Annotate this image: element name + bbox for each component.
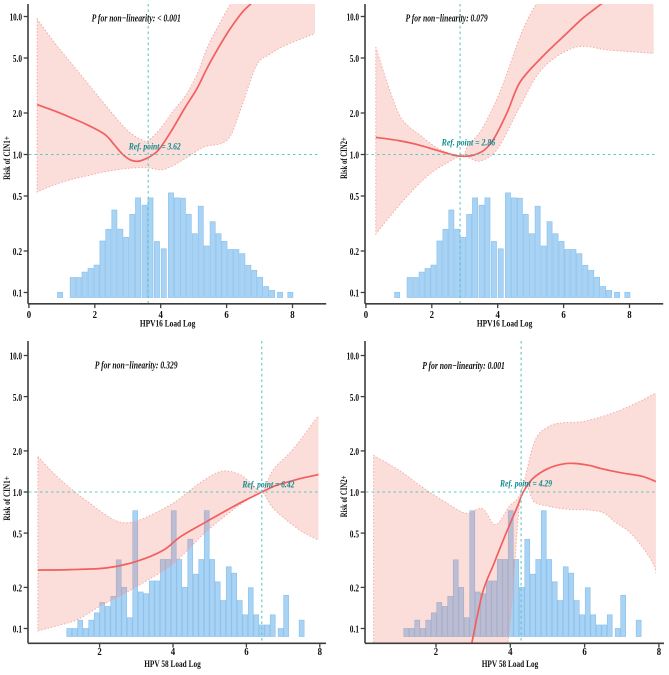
svg-text:4: 4: [496, 310, 500, 321]
svg-text:0.5: 0.5: [13, 192, 22, 203]
svg-text:Risk of CIN1+: Risk of CIN1+: [3, 476, 13, 520]
svg-text:6: 6: [244, 647, 248, 658]
svg-text:1.0: 1.0: [350, 488, 359, 499]
svg-text:P for non−linearity: < 0.001: P for non−linearity: < 0.001: [92, 14, 181, 25]
svg-text:10.0: 10.0: [347, 352, 359, 363]
svg-text:1.0: 1.0: [13, 151, 22, 162]
svg-text:10.0: 10.0: [10, 352, 22, 363]
svg-text:P for non−linearity: 0.079: P for non−linearity: 0.079: [406, 14, 489, 25]
svg-text:0: 0: [364, 310, 368, 321]
svg-text:5.0: 5.0: [350, 54, 359, 65]
svg-text:Ref. point = 3.62: Ref. point = 3.62: [128, 143, 181, 153]
svg-text:2: 2: [97, 647, 101, 658]
svg-text:5.0: 5.0: [350, 393, 359, 404]
svg-text:Ref. point = 6.42: Ref. point = 6.42: [242, 481, 295, 491]
svg-text:0.1: 0.1: [13, 625, 22, 636]
svg-text:2.0: 2.0: [13, 109, 22, 120]
svg-text:8: 8: [318, 647, 322, 658]
svg-text:0.2: 0.2: [350, 584, 359, 595]
svg-text:1.0: 1.0: [13, 488, 22, 499]
svg-text:2: 2: [93, 310, 97, 321]
svg-text:0.2: 0.2: [13, 247, 22, 258]
svg-text:0: 0: [27, 310, 31, 321]
svg-text:2.0: 2.0: [13, 447, 22, 458]
svg-text:5.0: 5.0: [13, 54, 22, 65]
svg-text:P for non−linearity: 0.329: P for non−linearity: 0.329: [95, 360, 178, 371]
svg-text:8: 8: [657, 647, 661, 658]
svg-text:8: 8: [290, 310, 294, 321]
svg-text:0.2: 0.2: [350, 247, 359, 258]
svg-text:0.5: 0.5: [350, 192, 359, 203]
svg-text:Risk of CIN2+: Risk of CIN2+: [340, 137, 350, 179]
svg-text:10.0: 10.0: [10, 13, 22, 24]
svg-text:0.1: 0.1: [350, 289, 359, 300]
svg-text:4: 4: [508, 647, 512, 658]
svg-text:2.0: 2.0: [350, 109, 359, 120]
svg-text:5.0: 5.0: [13, 393, 22, 404]
svg-text:HPV 58 Load Log: HPV 58 Load Log: [144, 660, 201, 670]
svg-text:0.5: 0.5: [13, 529, 22, 540]
svg-text:Ref. point = 4.29: Ref. point = 4.29: [499, 480, 552, 490]
svg-text:Risk of CIN1+: Risk of CIN1+: [3, 136, 13, 180]
svg-text:6: 6: [582, 647, 586, 658]
svg-text:HPV16 Load Log: HPV16 Load Log: [477, 320, 533, 330]
svg-text:6: 6: [224, 310, 228, 321]
svg-text:P for non−linearity: 0.001: P for non−linearity: 0.001: [422, 361, 505, 372]
svg-text:0.5: 0.5: [350, 529, 359, 540]
svg-text:0.2: 0.2: [13, 584, 22, 595]
svg-text:0.1: 0.1: [350, 625, 359, 636]
svg-text:Risk of CIN2+: Risk of CIN2+: [340, 476, 350, 518]
svg-text:2.0: 2.0: [350, 447, 359, 458]
svg-text:2: 2: [434, 647, 438, 658]
svg-text:4: 4: [159, 310, 163, 321]
svg-text:HPV16 Load Log: HPV16 Load Log: [140, 320, 196, 330]
svg-text:1.0: 1.0: [350, 151, 359, 162]
svg-text:Ref. point = 2.86: Ref. point = 2.86: [441, 138, 496, 148]
svg-text:8: 8: [627, 310, 631, 321]
svg-text:6: 6: [561, 310, 565, 321]
svg-text:2: 2: [430, 310, 434, 321]
svg-text:HPV 58 Load Log: HPV 58 Load Log: [482, 660, 539, 670]
svg-text:10.0: 10.0: [347, 13, 359, 24]
svg-text:4: 4: [171, 647, 175, 658]
svg-text:0.1: 0.1: [13, 289, 22, 300]
